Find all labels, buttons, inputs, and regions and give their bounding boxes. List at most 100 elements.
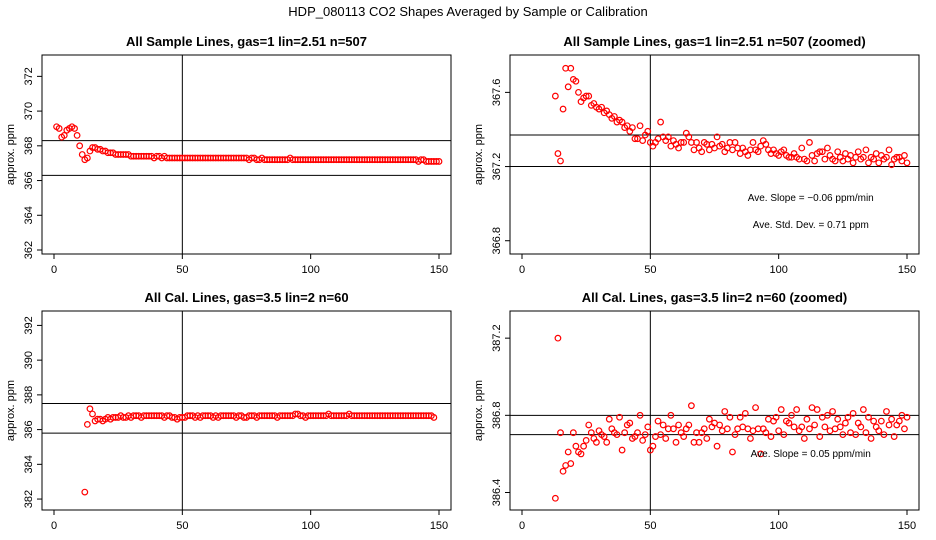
data-point (639, 137, 647, 144)
y-tick-label: 382 (23, 490, 35, 508)
y-axis-label: approx. ppm (473, 380, 485, 441)
data-point (836, 423, 844, 431)
data-point (582, 92, 590, 100)
data-point (435, 158, 443, 165)
data-point (680, 139, 688, 146)
data-point (664, 133, 672, 141)
data-point (723, 425, 731, 433)
data-point (775, 427, 783, 435)
y-tick-label: 392 (23, 316, 35, 334)
data-point (816, 148, 824, 156)
data-point (430, 414, 438, 421)
panel-title: All Cal. Lines, gas=3.5 lin=2 n=60 (144, 290, 348, 305)
data-point (785, 153, 793, 161)
data-point (675, 421, 682, 429)
data-point (685, 133, 693, 141)
data-point (582, 437, 590, 444)
data-point (811, 157, 818, 165)
data-point (865, 159, 872, 167)
data-point (831, 157, 839, 165)
y-axis-label: approx. ppm (5, 380, 17, 441)
data-point (721, 408, 729, 415)
data-point (752, 404, 759, 412)
data-point (559, 105, 567, 113)
data-point (849, 409, 857, 417)
data-point (713, 133, 721, 141)
data-point (698, 148, 706, 156)
x-tick-label: 50 (644, 264, 656, 276)
data-point (888, 415, 895, 423)
data-point (849, 159, 857, 167)
data-point (857, 423, 865, 431)
y-tick-label: 386.4 (491, 479, 503, 507)
y-tick-label: 384 (23, 455, 35, 473)
data-point (757, 450, 765, 458)
data-point (798, 144, 806, 152)
data-point (659, 421, 667, 429)
y-tick-label: 386.8 (491, 402, 503, 430)
data-point (554, 150, 562, 157)
data-point (726, 413, 734, 421)
data-point (718, 140, 726, 148)
data-point (693, 139, 700, 146)
data-point (844, 413, 852, 421)
data-point (631, 135, 639, 143)
data-point (705, 415, 713, 423)
data-point (585, 92, 593, 100)
data-point (736, 413, 744, 421)
panel-title: All Sample Lines, gas=1 lin=2.51 n=507 (… (563, 34, 865, 49)
panel-title: All Sample Lines, gas=1 lin=2.51 n=507 (126, 34, 367, 49)
data-point (901, 425, 908, 433)
data-point (744, 152, 752, 159)
data-point (834, 148, 842, 156)
data-point (731, 139, 739, 146)
y-axis-label: approx. ppm (5, 124, 17, 185)
data-point (618, 118, 626, 126)
data-point (628, 124, 636, 132)
x-tick-label: 100 (301, 264, 319, 276)
data-point (600, 433, 608, 440)
data-point (644, 127, 652, 135)
figure-title: HDP_080113 CO2 Shapes Averaged by Sample… (288, 4, 648, 19)
data-point (677, 139, 685, 146)
data-point (634, 429, 641, 437)
data-point (700, 425, 708, 433)
data-point (670, 425, 677, 433)
y-tick-label: 367.2 (491, 153, 503, 181)
data-point (433, 158, 440, 165)
data-point (754, 148, 762, 156)
y-axis-label: approx. ppm (473, 124, 485, 185)
data-point (557, 429, 564, 437)
data-point (587, 429, 595, 437)
data-point (798, 423, 806, 431)
data-point (593, 438, 600, 446)
data-point (567, 460, 575, 467)
data-point (829, 408, 836, 415)
plot-frame (41, 310, 452, 511)
data-point (86, 405, 94, 413)
data-point (780, 146, 788, 154)
x-tick-label: 50 (644, 520, 656, 532)
y-tick-label: 362 (23, 241, 35, 259)
data-point (559, 467, 567, 475)
data-point (793, 406, 801, 413)
y-tick-label: 370 (23, 102, 35, 120)
data-point (616, 413, 623, 421)
data-point (777, 406, 785, 413)
data-point (577, 450, 585, 458)
data-point (790, 423, 798, 431)
data-point (81, 488, 89, 496)
y-tick-label: 367.6 (491, 79, 503, 107)
data-point (585, 421, 593, 429)
panel-title: All Cal. Lines, gas=3.5 lin=2 n=60 (zoom… (582, 290, 848, 305)
data-point (880, 431, 888, 439)
y-tick-label: 366 (23, 171, 35, 189)
data-point (713, 442, 721, 450)
data-point (803, 157, 811, 165)
x-tick-label: 100 (301, 520, 319, 532)
data-point (675, 144, 682, 152)
data-point (688, 402, 695, 410)
data-point (842, 419, 849, 427)
data-point (685, 421, 693, 429)
data-point (580, 442, 587, 450)
